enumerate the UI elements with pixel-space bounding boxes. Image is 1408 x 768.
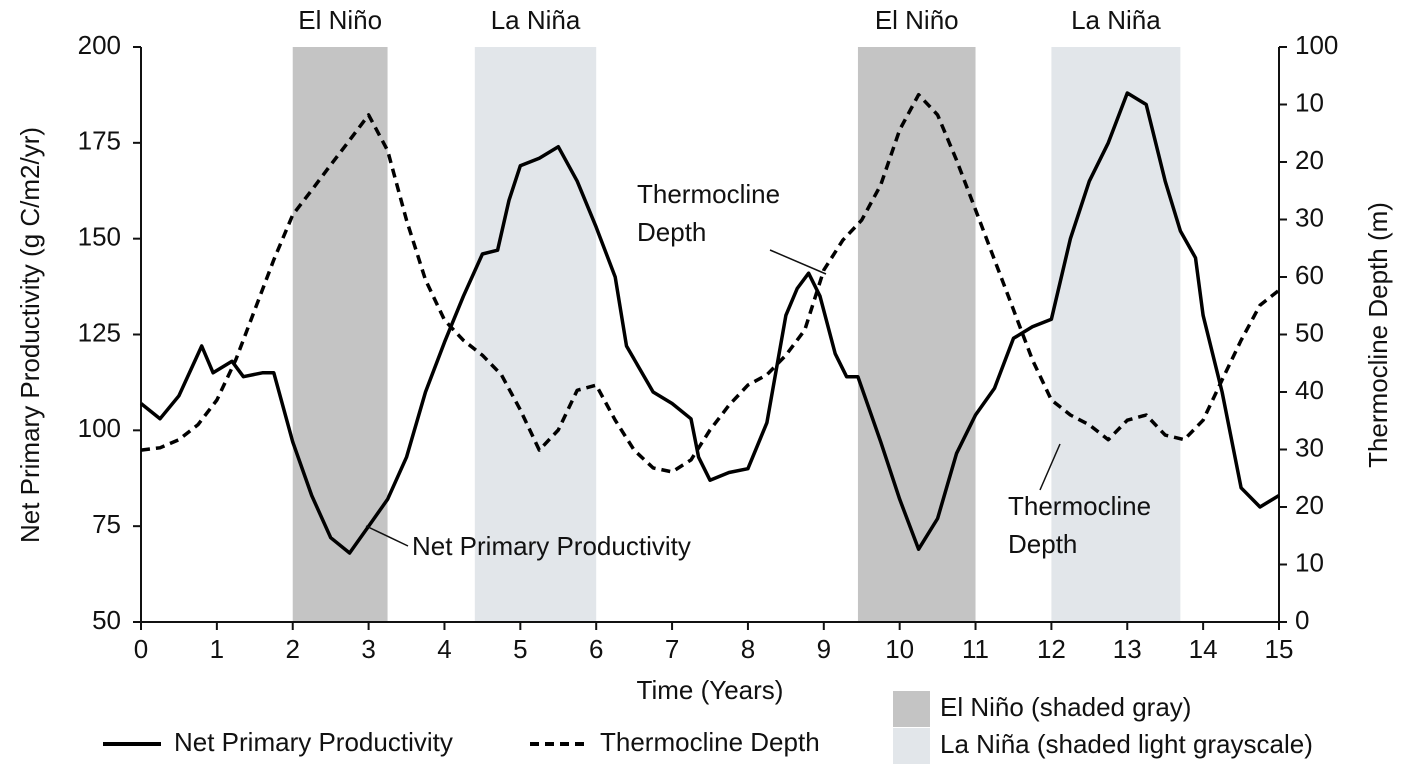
- annotation-text: Depth: [637, 217, 706, 247]
- shaded-region: [292, 47, 388, 622]
- y2-tick-label: 60: [1295, 260, 1324, 290]
- y2-tick-label: 10: [1295, 547, 1324, 577]
- series-line: [139, 91, 1280, 555]
- legend-label: Thermocline Depth: [600, 727, 820, 757]
- x-tick-label: 8: [741, 634, 755, 664]
- x-tick-label: 12: [1037, 634, 1066, 664]
- y-tick-label: 50: [92, 605, 121, 635]
- annotation-leader: [769, 249, 827, 275]
- x-tick-label: 15: [1265, 634, 1294, 664]
- x-tick-label: 5: [513, 634, 527, 664]
- legend-label: El Niño (shaded gray): [940, 692, 1191, 722]
- region-label: El Niño: [875, 5, 959, 35]
- legend-swatch: [893, 728, 930, 764]
- y2-tick-label: 10: [1295, 87, 1324, 117]
- x-tick-label: 2: [285, 634, 299, 664]
- x-tick-label: 6: [589, 634, 603, 664]
- y2-tick-label: 30: [1295, 202, 1324, 232]
- y2-axis-label: Thermocline Depth (m): [1363, 202, 1393, 468]
- annotation-leader: [1039, 443, 1061, 491]
- x-tick-label: 9: [817, 634, 831, 664]
- y-tick-label: 175: [78, 126, 121, 156]
- x-tick-label: 10: [885, 634, 914, 664]
- x-axis-label: Time (Years): [637, 675, 784, 705]
- x-tick-label: 13: [1113, 634, 1142, 664]
- annotation-text: Thermocline: [637, 179, 780, 209]
- y-tick-label: 75: [92, 509, 121, 539]
- legend-label: Net Primary Productivity: [174, 727, 453, 757]
- x-tick-label: 0: [134, 634, 148, 664]
- y-tick-label: 100: [78, 413, 121, 443]
- y2-tick-label: 20: [1295, 490, 1324, 520]
- y2-tick-label: 0: [1295, 605, 1309, 635]
- region-label: La Niña: [491, 5, 581, 35]
- annotation-text: Depth: [1008, 529, 1077, 559]
- x-tick-label: 11: [962, 634, 989, 664]
- shaded-region: [857, 47, 976, 622]
- y-tick-label: 150: [78, 222, 121, 252]
- y2-tick-label: 40: [1295, 375, 1324, 405]
- y2-tick-label: 20: [1295, 145, 1324, 175]
- x-tick-label: 1: [210, 634, 224, 664]
- annotation-text: Thermocline: [1008, 491, 1151, 521]
- y-axis-label: Net Primary Productivity (g C/m2/yr): [15, 127, 45, 543]
- series-line: [140, 92, 1281, 474]
- y-tick-label: 125: [78, 317, 121, 347]
- annotation-leader: [365, 525, 409, 547]
- legend-swatch: [893, 691, 930, 727]
- shaded-region: [1051, 47, 1181, 622]
- x-tick-label: 3: [361, 634, 375, 664]
- y-tick-label: 200: [78, 30, 121, 60]
- x-tick-label: 7: [665, 634, 679, 664]
- y2-tick-label: 50: [1295, 317, 1324, 347]
- region-label: El Niño: [298, 5, 382, 35]
- region-label: La Niña: [1071, 5, 1161, 35]
- shaded-region: [474, 47, 597, 622]
- legend-label: La Niña (shaded light grayscale): [940, 729, 1313, 759]
- x-tick-label: 4: [437, 634, 451, 664]
- y2-tick-label: 30: [1295, 432, 1324, 462]
- annotation-text: Net Primary Productivity: [412, 531, 691, 561]
- x-tick-label: 14: [1189, 634, 1218, 664]
- y2-tick-label: 100: [1295, 30, 1338, 60]
